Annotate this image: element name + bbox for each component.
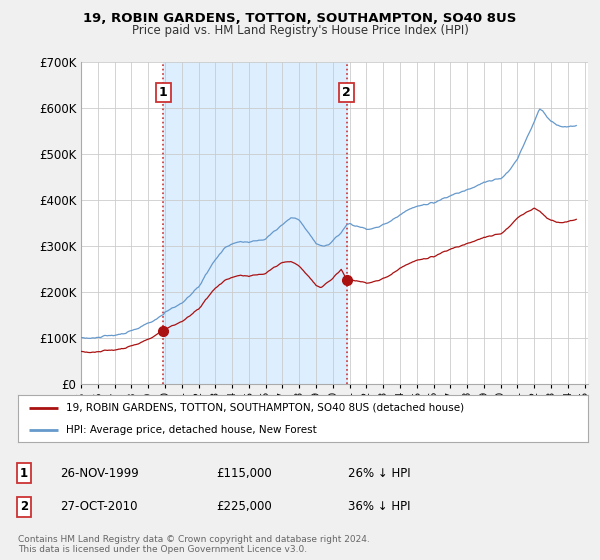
Text: £115,000: £115,000 (216, 466, 272, 480)
Text: 27-OCT-2010: 27-OCT-2010 (60, 500, 137, 514)
Text: Price paid vs. HM Land Registry's House Price Index (HPI): Price paid vs. HM Land Registry's House … (131, 24, 469, 37)
Text: 2: 2 (343, 86, 351, 99)
Text: 19, ROBIN GARDENS, TOTTON, SOUTHAMPTON, SO40 8US: 19, ROBIN GARDENS, TOTTON, SOUTHAMPTON, … (83, 12, 517, 25)
Bar (163, 62, 347, 384)
Text: 1: 1 (159, 86, 167, 99)
Text: 26% ↓ HPI: 26% ↓ HPI (348, 466, 410, 480)
Text: HPI: Average price, detached house, New Forest: HPI: Average price, detached house, New … (67, 424, 317, 435)
Text: 1: 1 (20, 466, 28, 480)
Text: 2: 2 (20, 500, 28, 514)
Text: £225,000: £225,000 (216, 500, 272, 514)
Text: 26-NOV-1999: 26-NOV-1999 (60, 466, 139, 480)
Text: 19, ROBIN GARDENS, TOTTON, SOUTHAMPTON, SO40 8US (detached house): 19, ROBIN GARDENS, TOTTON, SOUTHAMPTON, … (67, 403, 464, 413)
Text: Contains HM Land Registry data © Crown copyright and database right 2024.
This d: Contains HM Land Registry data © Crown c… (18, 535, 370, 554)
Text: 36% ↓ HPI: 36% ↓ HPI (348, 500, 410, 514)
